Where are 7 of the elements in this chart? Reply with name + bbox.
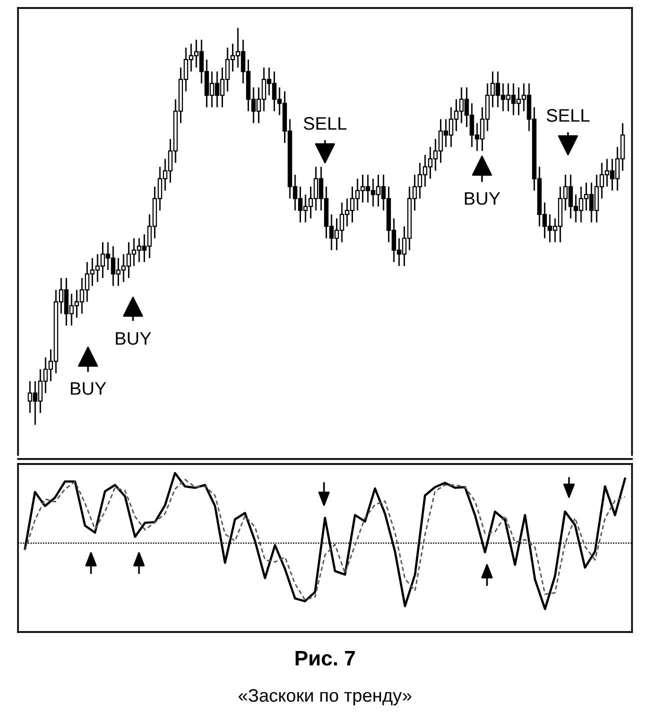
text: «Заскоки по тренду» xyxy=(238,689,412,706)
text: Рис. 7 xyxy=(296,651,355,666)
annotation: BUY xyxy=(464,192,500,205)
annotation: BUY xyxy=(116,332,152,345)
annotation: SELL xyxy=(546,109,590,122)
annotation: BUY xyxy=(70,382,106,395)
annotation: SELL xyxy=(304,117,346,130)
